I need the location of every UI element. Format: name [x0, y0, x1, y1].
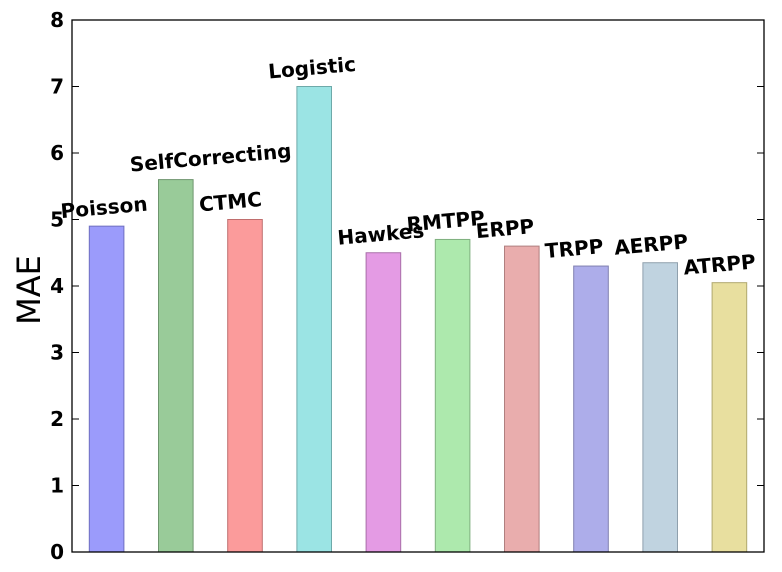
bar-label-poisson: Poisson [60, 192, 149, 223]
bars-group [88, 86, 748, 553]
y-axis-label: MAE [10, 255, 48, 325]
bar-label-trpp: TRPP [544, 234, 604, 263]
bar-ctmc [227, 219, 263, 553]
bar-hawkes [365, 252, 402, 553]
bar-label-ctmc: CTMC [198, 187, 263, 216]
bar-label-aerpp: AERPP [613, 229, 689, 259]
y-tick-label: 7 [50, 75, 64, 99]
y-tick-label: 8 [50, 8, 64, 32]
bar-selfcorrecting [158, 179, 194, 553]
y-tick-label: 1 [50, 474, 64, 498]
y-tick-label: 2 [50, 407, 64, 431]
bar-label-erpp: ERPP [475, 214, 535, 243]
y-tick-label: 4 [50, 274, 64, 298]
bar-aerpp [642, 262, 679, 553]
y-tick-label: 6 [50, 141, 64, 165]
bar-trpp [573, 265, 609, 553]
y-tick-label: 3 [50, 341, 64, 365]
bar-label-rmtpp: RMTPP [406, 206, 486, 237]
bar-label-selfcorrecting: SelfCorrecting [129, 139, 293, 177]
bar-erpp [504, 245, 540, 553]
bar-label-logistic: Logistic [267, 52, 357, 84]
y-tick-label: 5 [50, 208, 64, 232]
bar-poisson [88, 225, 125, 553]
bar-rmtpp [434, 238, 471, 553]
bar-atrpp [711, 282, 748, 553]
bar-logistic [296, 86, 332, 553]
y-tick-label: 0 [50, 540, 64, 564]
bar-label-atrpp: ATRPP [682, 249, 756, 279]
plot-frame [71, 19, 765, 553]
